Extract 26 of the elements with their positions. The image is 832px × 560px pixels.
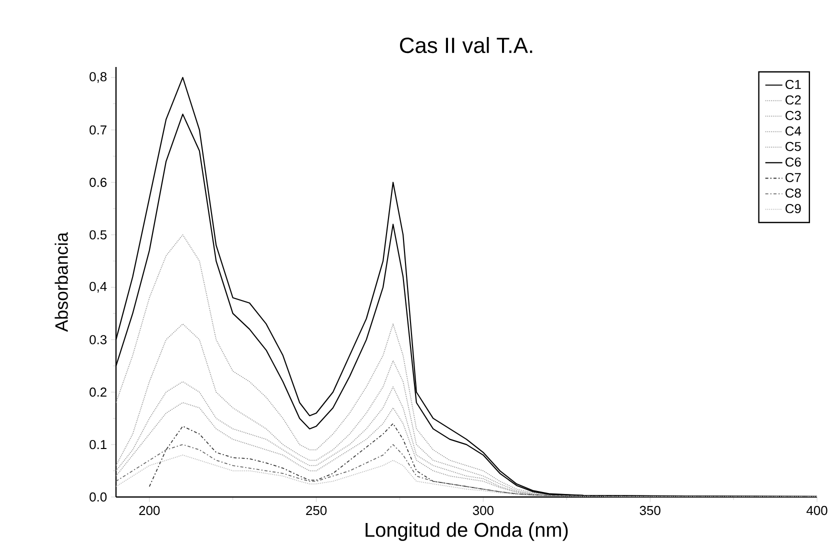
- y-tick-label: 0,4: [90, 282, 107, 293]
- y-tick-label: 0,8: [90, 72, 107, 83]
- y-tick-label: 0.5: [90, 230, 107, 240]
- x-tick-label: 400: [806, 506, 828, 516]
- legend-label: C1: [786, 80, 801, 90]
- legend-label: C3: [786, 110, 801, 120]
- y-tick-label: 0.0: [90, 492, 107, 502]
- y-tick-label: 0.2: [90, 388, 106, 397]
- y-tick-label: 0.1: [90, 440, 106, 450]
- legend-label: C5: [786, 142, 801, 152]
- legend-label: C9: [786, 204, 801, 214]
- x-tick-label: 300: [472, 506, 494, 516]
- y-tick-label: 0.3: [90, 335, 107, 344]
- legend-label: C4: [786, 126, 802, 136]
- x-tick-label: 250: [306, 506, 327, 516]
- chart-title: Cas II val T.A.: [400, 37, 532, 54]
- x-axis-title: Longitud de Onda (nm): [366, 522, 568, 541]
- x-tick-label: 350: [640, 506, 660, 516]
- legend-label: C7: [786, 172, 801, 182]
- y-axis-title: Absorbancia: [54, 232, 68, 332]
- x-tick-label: 200: [139, 506, 160, 516]
- y-tick-label: 0.6: [90, 178, 107, 187]
- legend-label: C6: [786, 157, 801, 167]
- y-tick-label: 0.7: [90, 125, 106, 135]
- legend-label: C2: [786, 95, 801, 105]
- legend-label: C8: [786, 188, 801, 198]
